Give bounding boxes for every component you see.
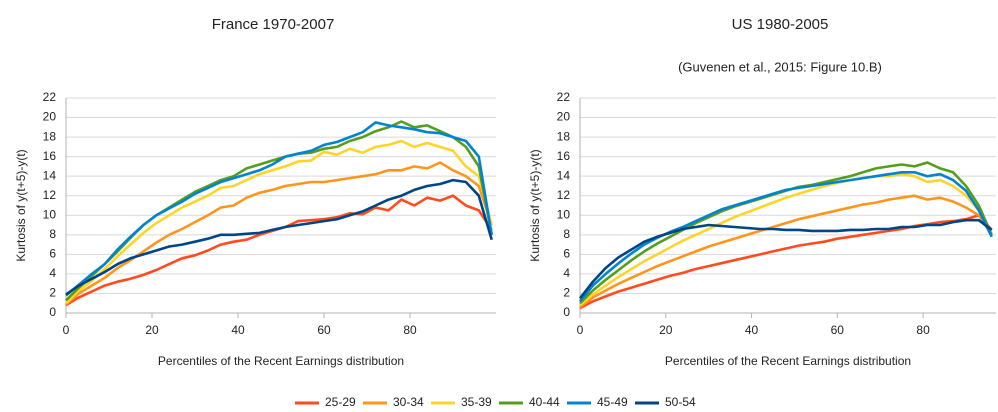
y-tick-label: 4 — [563, 266, 570, 280]
y-tick-label: 2 — [49, 286, 56, 300]
y-tick-label: 20 — [557, 110, 571, 124]
x-axis-label: Percentiles of the Recent Earnings distr… — [665, 354, 911, 368]
y-tick-label: 0 — [49, 305, 56, 319]
y-tick-label: 16 — [43, 149, 57, 163]
x-axis-label: Percentiles of the Recent Earnings distr… — [158, 354, 404, 368]
y-tick-label: 14 — [43, 168, 57, 182]
subplot: France 1970-2007 0 2 4 6 8 10 12 14 16 18 20 22 0 20 40… — [14, 16, 496, 368]
series-line — [578, 171, 993, 303]
y-tick-label: 6 — [563, 247, 570, 261]
y-tick-label: 10 — [43, 207, 57, 221]
y-tick-label: 18 — [557, 129, 571, 143]
legend-label: 40-44 — [529, 395, 560, 409]
x-tick-label: 80 — [916, 323, 930, 337]
x-tick-label: 80 — [403, 323, 417, 337]
y-tick-label: 8 — [49, 227, 56, 241]
series-line — [65, 139, 493, 305]
y-tick-label: 22 — [43, 90, 57, 104]
y-tick-label: 14 — [557, 168, 571, 182]
x-tick-label: 20 — [145, 323, 159, 337]
y-tick-label: 12 — [43, 188, 57, 202]
y-tick-label: 8 — [563, 227, 570, 241]
series-line — [579, 194, 993, 309]
y-tick-label: 2 — [563, 286, 570, 300]
x-tick-label: 0 — [63, 323, 70, 337]
y-tick-label: 6 — [49, 247, 56, 261]
chart-title: France 1970-2007 — [212, 16, 335, 33]
y-tick-label: 22 — [557, 90, 571, 104]
y-tick-label: 20 — [43, 110, 57, 124]
x-tick-label: 0 — [577, 323, 584, 337]
legend-label: 25-29 — [325, 395, 356, 409]
y-tick-label: 10 — [557, 207, 571, 221]
legend: 25-29 30-34 35-39 40-44 45-49 50-54 — [295, 395, 696, 409]
y-tick-label: 16 — [557, 149, 571, 163]
y-axis-label: Kurtosis of y(t+5)-y(t) — [528, 149, 542, 261]
x-tick-label: 40 — [745, 323, 759, 337]
x-tick-label: 20 — [659, 323, 673, 337]
series-line — [65, 121, 493, 297]
y-tick-label: 18 — [43, 129, 57, 143]
series-line — [579, 172, 993, 307]
series-line — [578, 218, 993, 300]
y-tick-label: 12 — [557, 188, 571, 202]
x-tick-label: 60 — [317, 323, 331, 337]
x-tick-label: 40 — [231, 323, 245, 337]
series-line — [65, 178, 493, 296]
legend-label: 50-54 — [665, 395, 696, 409]
y-tick-label: 4 — [49, 266, 56, 280]
chart-subtitle: (Guvenen et al., 2015: Figure 10.B) — [678, 59, 882, 74]
y-axis-label: Kurtosis of y(t+5)-y(t) — [14, 149, 28, 261]
legend-label: 45-49 — [597, 395, 628, 409]
y-tick-label: 0 — [563, 305, 570, 319]
x-tick-label: 60 — [831, 323, 845, 337]
legend-label: 30-34 — [393, 395, 424, 409]
legend-label: 35-39 — [461, 395, 492, 409]
chart-title: US 1980-2005 — [732, 16, 829, 33]
subplot: US 1980-2005 (Guvenen et al., 2015: Figur… — [528, 16, 996, 368]
